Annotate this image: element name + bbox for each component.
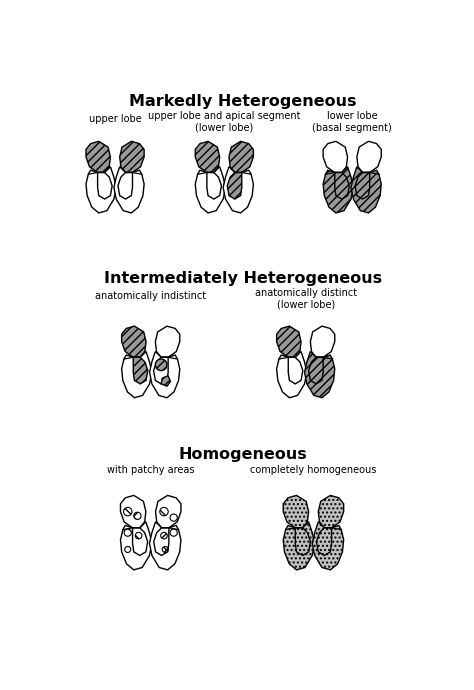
PathPatch shape <box>229 141 254 172</box>
PathPatch shape <box>357 141 381 172</box>
PathPatch shape <box>355 172 370 199</box>
Circle shape <box>124 529 131 536</box>
PathPatch shape <box>155 326 180 357</box>
Text: anatomically distinct
(lower lobe): anatomically distinct (lower lobe) <box>255 288 357 310</box>
Text: anatomically indistinct: anatomically indistinct <box>95 290 206 301</box>
PathPatch shape <box>133 528 148 555</box>
PathPatch shape <box>335 172 349 199</box>
Circle shape <box>155 359 167 371</box>
Text: with patchy areas: with patchy areas <box>107 466 194 475</box>
PathPatch shape <box>295 528 310 555</box>
Circle shape <box>125 546 131 553</box>
PathPatch shape <box>283 495 309 528</box>
PathPatch shape <box>227 172 242 199</box>
PathPatch shape <box>312 522 344 570</box>
Text: completely homogeneous: completely homogeneous <box>250 466 377 475</box>
PathPatch shape <box>154 528 169 555</box>
PathPatch shape <box>195 141 219 172</box>
PathPatch shape <box>318 495 344 528</box>
PathPatch shape <box>122 351 152 397</box>
Text: Intermediately Heterogeneous: Intermediately Heterogeneous <box>104 271 382 286</box>
PathPatch shape <box>309 357 323 384</box>
Polygon shape <box>161 376 171 386</box>
PathPatch shape <box>288 357 303 384</box>
PathPatch shape <box>304 351 335 397</box>
PathPatch shape <box>223 167 254 213</box>
Text: Markedly Heterogeneous: Markedly Heterogeneous <box>129 94 356 108</box>
PathPatch shape <box>149 351 180 397</box>
PathPatch shape <box>86 167 116 213</box>
PathPatch shape <box>118 172 133 199</box>
PathPatch shape <box>277 351 307 397</box>
Circle shape <box>124 507 132 516</box>
Text: upper lobe: upper lobe <box>89 114 141 124</box>
Circle shape <box>135 532 142 539</box>
PathPatch shape <box>351 167 381 213</box>
Circle shape <box>134 512 141 520</box>
PathPatch shape <box>114 167 144 213</box>
Circle shape <box>161 532 167 539</box>
Text: lower lobe
(basal segment): lower lobe (basal segment) <box>312 111 392 133</box>
PathPatch shape <box>122 326 146 357</box>
PathPatch shape <box>120 495 146 528</box>
Circle shape <box>170 529 177 536</box>
PathPatch shape <box>195 167 226 213</box>
PathPatch shape <box>310 326 335 357</box>
PathPatch shape <box>323 141 347 172</box>
PathPatch shape <box>323 167 353 213</box>
Text: upper lobe and apical segment
(lower lobe): upper lobe and apical segment (lower lob… <box>148 111 301 133</box>
PathPatch shape <box>317 528 332 555</box>
PathPatch shape <box>120 141 144 172</box>
Text: Homogeneous: Homogeneous <box>179 447 307 462</box>
Circle shape <box>160 507 168 516</box>
PathPatch shape <box>86 141 110 172</box>
PathPatch shape <box>155 495 181 528</box>
PathPatch shape <box>149 522 181 570</box>
PathPatch shape <box>98 172 112 199</box>
PathPatch shape <box>120 522 152 570</box>
PathPatch shape <box>207 172 221 199</box>
PathPatch shape <box>154 357 168 384</box>
Circle shape <box>170 514 177 521</box>
PathPatch shape <box>277 326 301 357</box>
PathPatch shape <box>283 522 315 570</box>
Circle shape <box>162 546 168 553</box>
PathPatch shape <box>133 357 148 384</box>
